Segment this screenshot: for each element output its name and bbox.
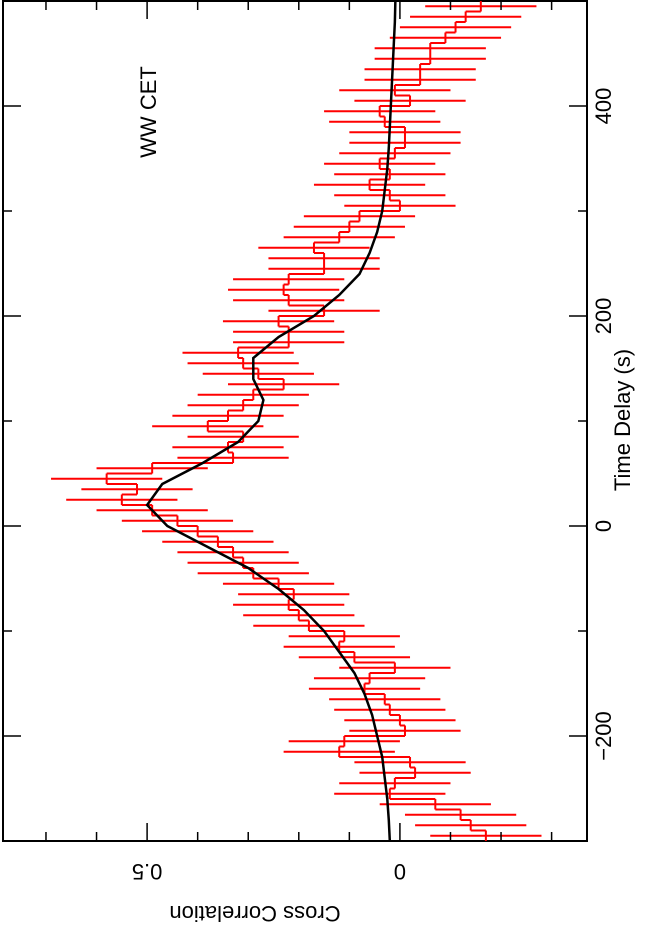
fit-line [145,1,397,841]
plot-area [51,1,542,841]
chart-title: WW CET [136,66,161,158]
y-axis-label: Cross Correlation [169,901,340,926]
x-tick-label: 400 [591,88,616,125]
x-tick-label: 0 [591,520,616,532]
y-tick-label: 0.5 [132,859,163,884]
x-axis-label: Time Delay (s) [610,349,635,491]
x-tick-label: 200 [591,298,616,335]
plot-frame [2,0,588,842]
x-tick-label: −200 [591,711,616,761]
y-tick-label: 0 [394,859,406,884]
